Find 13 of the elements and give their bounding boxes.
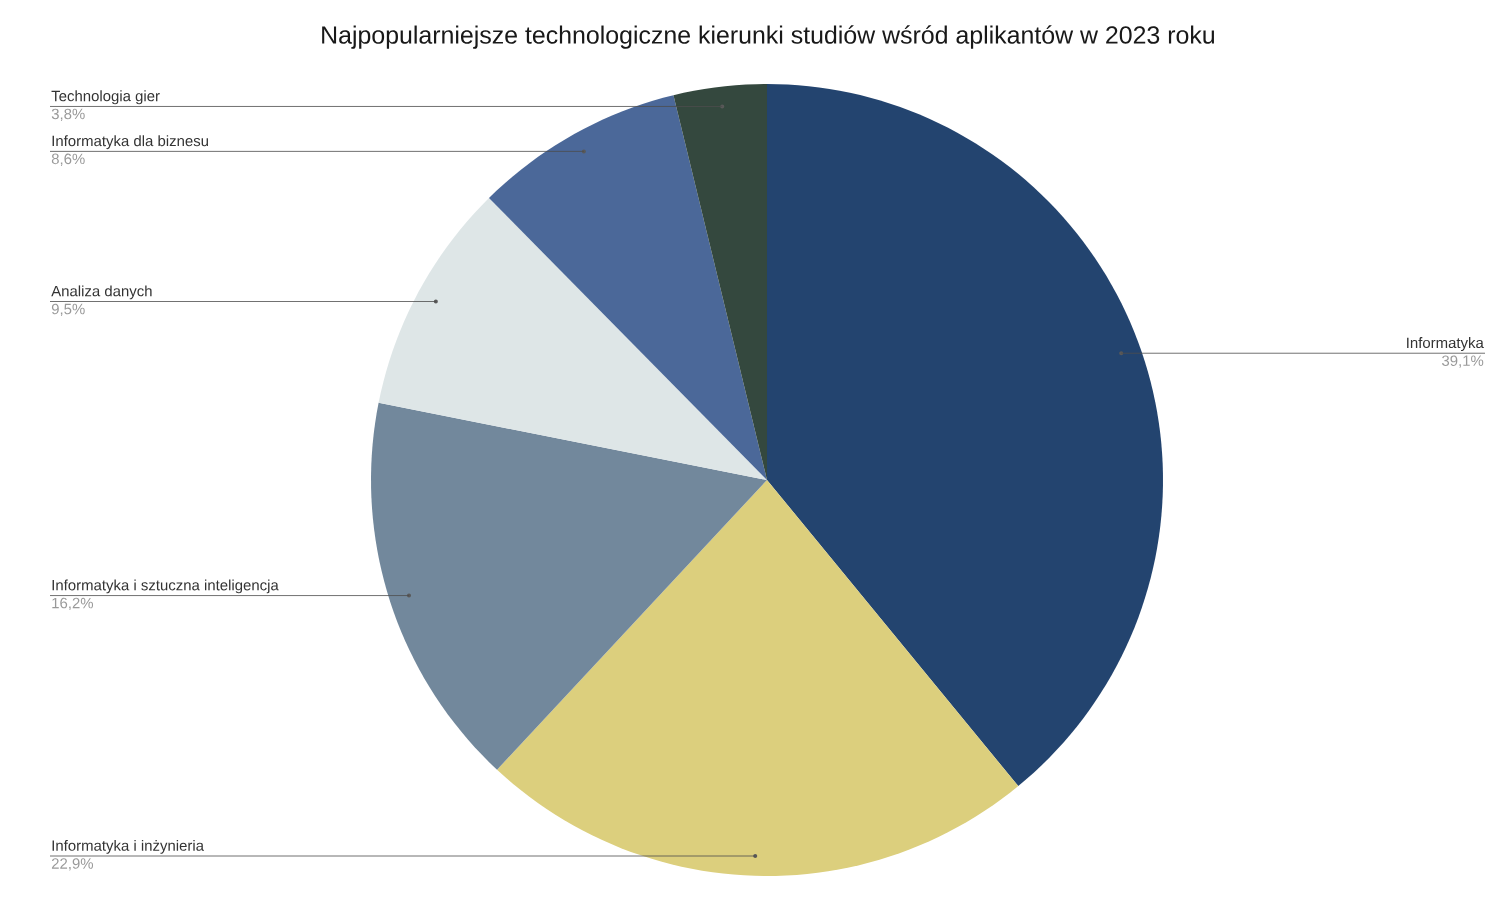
data-label: 9,5% [51,303,85,317]
data-label: 39,1% [1441,355,1484,368]
slice-label: Analiza danych [51,285,152,300]
data-label: 8,6% [51,153,85,166]
slice-label: Technologia gier [51,90,160,105]
data-label: 16,2% [52,597,94,611]
chart-title: Najpopularniejsze technologiczne kierunki studiów wśród aplikantów w 2023 roku [322,25,1215,49]
slice-label: Informatyka i inżynieria [52,839,204,854]
slice-label: Informatyka i sztuczna inteligencja [52,579,279,594]
slice-label: Informatyka [1407,337,1484,352]
data-label: 22,9% [51,858,94,871]
data-label: 3,8% [51,108,85,121]
slice-label: Informatyka dla biznesu [52,135,208,150]
